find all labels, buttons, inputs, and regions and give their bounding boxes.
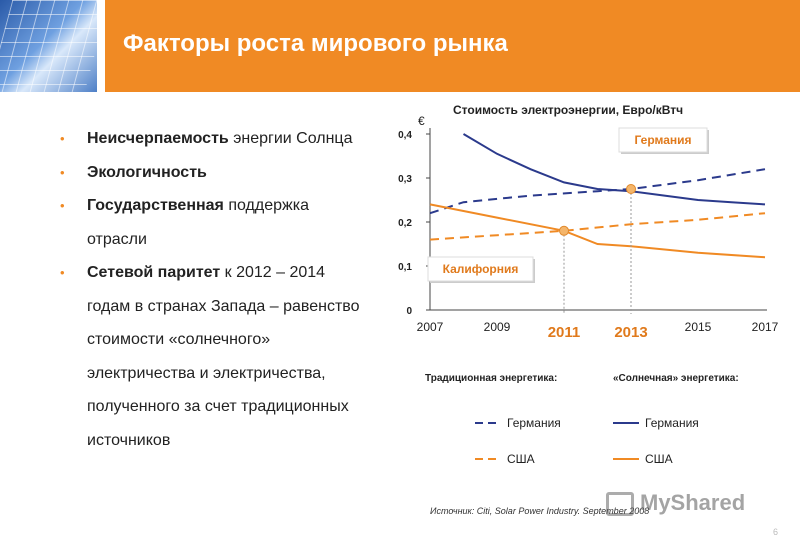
x-tick-label: 2007: [417, 320, 444, 334]
callout-box: [618, 127, 708, 153]
x-tick-label: 2013: [614, 324, 647, 341]
x-tick-label: 2015: [685, 320, 712, 334]
watermark-text: MyShared: [640, 490, 746, 515]
solar-panel-image: [0, 0, 97, 92]
bullet-text: к 2012 – 2014 годам в странах Запада – р…: [87, 264, 360, 449]
y-tick-label: 0: [406, 306, 412, 317]
bullet-dot-icon: •: [60, 265, 65, 280]
callout-point: [626, 184, 636, 194]
traditional-usa-line: [429, 212, 766, 241]
annotation-layer: Германия Калифорния: [427, 127, 709, 314]
bullet-item: • Неисчерпаемость энергии Солнца: [60, 122, 370, 156]
y-axis-unit: €: [418, 114, 425, 128]
solar-usa-line: [429, 203, 766, 259]
bullet-bold: Экологичность: [87, 163, 207, 181]
bullet-text: поддержка отрасли: [87, 197, 309, 248]
solar-germany-line: [462, 133, 766, 206]
y-tick-label: 0,2: [398, 218, 412, 229]
header-bar: [0, 0, 800, 92]
presentation-icon: [606, 492, 634, 517]
traditional-germany-line: [429, 168, 766, 215]
bullet-item: • Государственная поддержка отрасли: [60, 189, 370, 256]
y-tick-label: 0,3: [398, 174, 412, 185]
bullet-dot-icon: •: [60, 198, 65, 213]
x-tick-label: 2009: [484, 320, 511, 334]
series-layer: [429, 133, 766, 259]
y-tick-label: 0,1: [398, 262, 412, 273]
x-tick-label: 2017: [752, 320, 779, 334]
legend-label: США: [645, 452, 673, 466]
page-number: 6: [773, 527, 779, 537]
callout-label: Германия: [634, 133, 691, 147]
bullet-list: • Неисчерпаемость энергии Солнца • Экологи…: [60, 122, 370, 457]
watermark-logo: MyShared: [606, 490, 746, 517]
bullet-item: • Сетевой паритет к 2012 – 2014 годам в с…: [60, 256, 370, 457]
legend-label: США: [507, 452, 535, 466]
chart-legend: Традиционная энергетика: «Солнечная» энер…: [425, 373, 739, 466]
legend-group-traditional: Традиционная энергетика:: [425, 373, 557, 384]
header-divider: [97, 0, 105, 92]
y-tick-label: 0,4: [398, 130, 412, 141]
bullet-item: • Экологичность: [60, 156, 370, 190]
legend-label: Германия: [645, 416, 699, 430]
bullet-dot-icon: •: [60, 131, 65, 146]
bullet-bold: Сетевой паритет: [87, 264, 221, 281]
bullet-dot-icon: •: [60, 164, 65, 180]
callout-box: [427, 256, 534, 282]
legend-group-solar: «Солнечная» энергетика:: [613, 373, 739, 384]
legend-label: Германия: [507, 416, 561, 430]
chart-title: Стоимость электроэнергии, Евро/кВтч: [453, 103, 683, 117]
source-note: Источник: Citi, Solar Power Industry. Se…: [430, 506, 650, 516]
bullet-bold: Неисчерпаемость: [87, 130, 229, 147]
callout-label: Калифорния: [443, 262, 519, 276]
bullet-bold: Государственная: [87, 197, 224, 214]
chart-axes: 0 0,1 0,2 0,3 0,4 2007 2009 2011 2013 2015 2017: [398, 128, 779, 341]
x-tick-label: 2011: [548, 324, 581, 341]
slide-title: Факторы роста мирового рынка: [123, 30, 508, 57]
callout-point: [559, 225, 569, 236]
bullet-text: энергии Солнца: [228, 130, 353, 147]
